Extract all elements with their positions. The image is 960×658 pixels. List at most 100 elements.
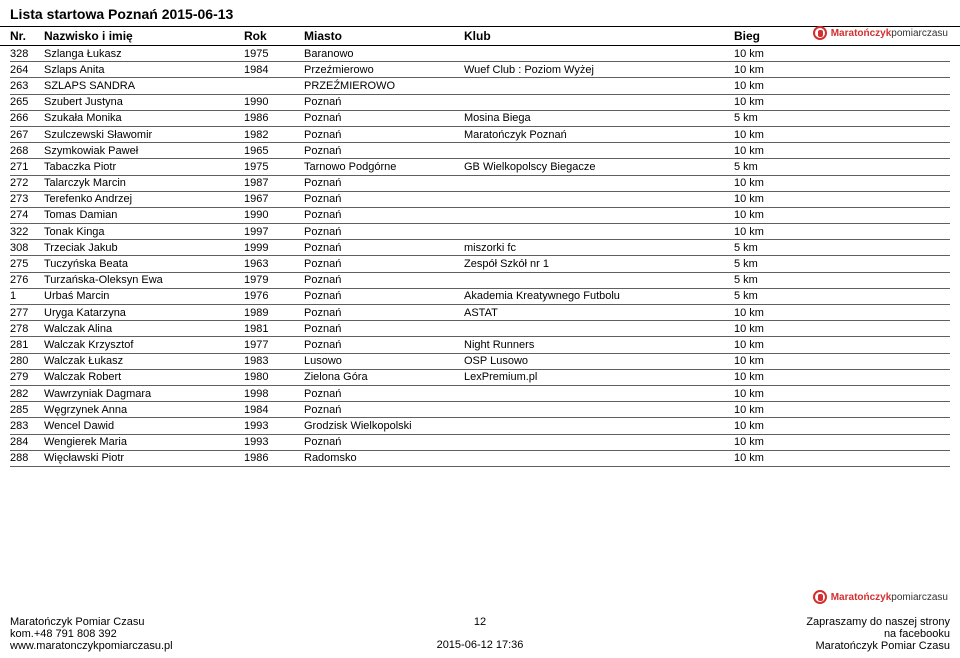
cell-nr: 274 xyxy=(10,209,44,221)
cell-miasto: Poznań xyxy=(304,226,464,238)
cell-name: Uryga Katarzyna xyxy=(44,307,244,319)
logo-text: Maratończykpomiarczasu xyxy=(831,592,948,603)
cell-nr: 280 xyxy=(10,355,44,367)
cell-rok: 1967 xyxy=(244,193,304,205)
cell-bieg: 10 km xyxy=(734,307,804,319)
cell-name: Tomas Damian xyxy=(44,209,244,221)
table-row: 272Talarczyk Marcin1987Poznań10 km xyxy=(10,176,950,192)
footer-invite-line1: Zapraszamy do naszej strony xyxy=(806,616,950,628)
table-row: 266Szukała Monika1986PoznańMosina Biega5… xyxy=(10,111,950,127)
table-row: 267Szulczewski Sławomir1982PoznańMaratoń… xyxy=(10,127,950,143)
cell-bieg: 10 km xyxy=(734,323,804,335)
cell-nr: 1 xyxy=(10,290,44,302)
cell-miasto: PRZEŹMIEROWO xyxy=(304,80,464,92)
cell-nr: 279 xyxy=(10,371,44,383)
cell-miasto: Lusowo xyxy=(304,355,464,367)
table-row: 271Tabaczka Piotr1975Tarnowo PodgórneGB … xyxy=(10,159,950,175)
cell-rok: 1986 xyxy=(244,112,304,124)
cell-rok: 1993 xyxy=(244,420,304,432)
cell-bieg: 10 km xyxy=(734,193,804,205)
cell-name: Turzańska-Oleksyn Ewa xyxy=(44,274,244,286)
cell-bieg: 10 km xyxy=(734,339,804,351)
cell-nr: 288 xyxy=(10,452,44,464)
cell-miasto: Poznań xyxy=(304,404,464,416)
cell-miasto: Zielona Góra xyxy=(304,371,464,383)
cell-klub: Night Runners xyxy=(464,339,734,351)
cell-klub: Akademia Kreatywnego Futbolu xyxy=(464,290,734,302)
header-miasto: Miasto xyxy=(304,29,464,43)
cell-klub: Maratończyk Poznań xyxy=(464,129,734,141)
cell-bieg: 10 km xyxy=(734,452,804,464)
cell-nr: 263 xyxy=(10,80,44,92)
cell-klub: miszorki fc xyxy=(464,242,734,254)
footer-center: 12 2015-06-12 17:36 xyxy=(437,616,524,651)
cell-bieg: 10 km xyxy=(734,209,804,221)
cell-nr: 273 xyxy=(10,193,44,205)
cell-name: Tuczyńska Beata xyxy=(44,258,244,270)
table-row: 322Tonak Kinga1997Poznań10 km xyxy=(10,224,950,240)
table-row: 273Terefenko Andrzej1967Poznań10 km xyxy=(10,192,950,208)
cell-bieg: 5 km xyxy=(734,161,804,173)
cell-miasto: Poznań xyxy=(304,339,464,351)
cell-klub: Zespół Szkół nr 1 xyxy=(464,258,734,270)
cell-name: Trzeciak Jakub xyxy=(44,242,244,254)
cell-nr: 268 xyxy=(10,145,44,157)
logo-icon xyxy=(813,590,827,604)
cell-rok: 1963 xyxy=(244,258,304,270)
cell-nr: 284 xyxy=(10,436,44,448)
footer-invite-line2: na facebooku xyxy=(806,628,950,640)
cell-nr: 281 xyxy=(10,339,44,351)
cell-miasto: Poznań xyxy=(304,436,464,448)
header-bieg: Bieg xyxy=(734,29,804,43)
cell-rok: 1977 xyxy=(244,339,304,351)
cell-bieg: 10 km xyxy=(734,177,804,189)
cell-klub: Wuef Club : Poziom Wyżej xyxy=(464,64,734,76)
footer-timestamp: 2015-06-12 17:36 xyxy=(437,639,524,651)
cell-rok: 1993 xyxy=(244,436,304,448)
table-row: 264Szlaps Anita1984PrzeźmierowoWuef Club… xyxy=(10,62,950,78)
cell-bieg: 10 km xyxy=(734,129,804,141)
cell-nr: 278 xyxy=(10,323,44,335)
page-title: Lista startowa Poznań 2015-06-13 xyxy=(0,0,960,27)
cell-rok: 1987 xyxy=(244,177,304,189)
cell-name: Szlaps Anita xyxy=(44,64,244,76)
cell-miasto: Poznań xyxy=(304,96,464,108)
cell-nr: 266 xyxy=(10,112,44,124)
cell-bieg: 10 km xyxy=(734,80,804,92)
header-rok: Rok xyxy=(244,29,304,43)
table-row: 279Walczak Robert1980Zielona GóraLexPrem… xyxy=(10,370,950,386)
cell-nr: 264 xyxy=(10,64,44,76)
footer-page-number: 12 xyxy=(437,616,524,628)
cell-miasto: Grodzisk Wielkopolski xyxy=(304,420,464,432)
cell-miasto: Poznań xyxy=(304,323,464,335)
cell-klub: OSP Lusowo xyxy=(464,355,734,367)
cell-bieg: 10 km xyxy=(734,388,804,400)
cell-miasto: Tarnowo Podgórne xyxy=(304,161,464,173)
footer: Maratończyk Pomiar Czasu kom.+48 791 808… xyxy=(0,616,960,652)
footer-url: www.maratonczykpomiarczasu.pl xyxy=(10,640,173,652)
cell-name: Szymkowiak Paweł xyxy=(44,145,244,157)
cell-nr: 272 xyxy=(10,177,44,189)
cell-name: Więcławski Piotr xyxy=(44,452,244,464)
cell-rok: 1975 xyxy=(244,48,304,60)
cell-rok: 1979 xyxy=(244,274,304,286)
cell-rok: 1981 xyxy=(244,323,304,335)
cell-bieg: 10 km xyxy=(734,145,804,157)
header-nr: Nr. xyxy=(10,29,44,43)
footer-company: Maratończyk Pomiar Czasu xyxy=(10,616,173,628)
cell-bieg: 10 km xyxy=(734,64,804,76)
cell-miasto: Poznań xyxy=(304,388,464,400)
table-row: 328Szlanga Łukasz1975Baranowo10 km xyxy=(10,46,950,62)
cell-name: Szubert Justyna xyxy=(44,96,244,108)
cell-miasto: Baranowo xyxy=(304,48,464,60)
cell-name: Szukała Monika xyxy=(44,112,244,124)
table-row: 278Walczak Alina1981Poznań10 km xyxy=(10,321,950,337)
cell-bieg: 5 km xyxy=(734,290,804,302)
cell-name: Tonak Kinga xyxy=(44,226,244,238)
footer-left: Maratończyk Pomiar Czasu kom.+48 791 808… xyxy=(10,616,173,652)
cell-bieg: 10 km xyxy=(734,371,804,383)
cell-miasto: Poznań xyxy=(304,193,464,205)
table-row: 283Wencel Dawid1993Grodzisk Wielkopolski… xyxy=(10,418,950,434)
cell-rok: 1997 xyxy=(244,226,304,238)
table-row: 284Wengierek Maria1993Poznań10 km xyxy=(10,435,950,451)
